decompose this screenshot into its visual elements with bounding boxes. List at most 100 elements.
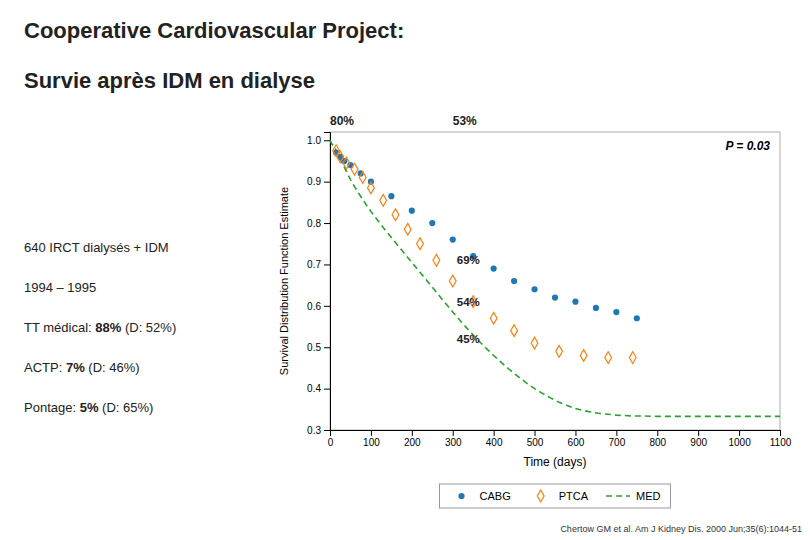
y-tick-label: 0.3 [307, 425, 321, 436]
x-tick-mark [494, 430, 495, 436]
subtitle: Survie après IDM en dialyse [24, 68, 315, 93]
point [337, 151, 344, 163]
note: P = 0.03 [725, 139, 770, 153]
y-tick-label: 0.6 [307, 301, 321, 312]
x-tick-mark [535, 430, 536, 436]
x-tick: 500 [527, 430, 544, 448]
x-tick-label: 200 [404, 437, 421, 448]
x-tick-mark [371, 430, 372, 436]
point [429, 220, 435, 226]
x-tick: 0 [328, 430, 334, 448]
info-line: ACTP: 7% (D: 46%) [24, 360, 140, 375]
x-tick-label: 400 [486, 437, 503, 448]
series-line [330, 140, 780, 416]
legend-swatch [458, 493, 464, 499]
info-text: 5% [80, 400, 99, 415]
legend-item: PTCA [537, 490, 588, 502]
point [392, 209, 399, 221]
y-tick-mark [324, 430, 330, 431]
x-tick-mark [575, 430, 576, 436]
legend-label: CABG [480, 490, 511, 502]
annotation: 45% [457, 333, 480, 345]
point [556, 345, 563, 357]
point [359, 172, 366, 184]
legend: CABG PTCA MED [440, 484, 671, 508]
x-tick-label: 500 [527, 437, 544, 448]
x-tick: 900 [690, 430, 707, 448]
point [380, 194, 387, 206]
info-line: Pontage: 5% (D: 65%) [24, 400, 153, 415]
y-tick: 0.3 [307, 425, 330, 436]
legend-item: MED [606, 490, 661, 502]
y-tick-label: 0.7 [307, 259, 321, 270]
point [629, 352, 636, 364]
info-text: ACTP: [24, 360, 66, 375]
x-tick-mark [412, 430, 413, 436]
y-tick-mark [324, 389, 330, 390]
legend-swatch [606, 495, 630, 497]
x-tick-mark [657, 430, 658, 436]
legend-swatch [537, 490, 544, 502]
point [351, 163, 358, 175]
point [572, 299, 578, 305]
x-tick-label: 1100 [770, 437, 792, 448]
y-tick-label: 0.4 [307, 383, 321, 394]
info-text: 640 IRCT dialysés + IDM [24, 240, 169, 255]
x-tick: 100 [363, 430, 380, 448]
point [531, 286, 537, 292]
y-axis: 0.30.40.50.60.70.80.91.0 [307, 133, 330, 436]
point [552, 294, 558, 300]
x-tick-mark [739, 430, 740, 436]
point [593, 305, 599, 311]
x-tick: 600 [568, 430, 585, 448]
y-tick-label: 0.5 [307, 342, 321, 353]
x-axis-title: Time (days) [524, 455, 587, 469]
x-tick: 400 [486, 430, 503, 448]
x-tick: 700 [609, 430, 626, 448]
x-axis: 010020030040050060070080090010001100 [328, 430, 792, 448]
info-text: (D: 52%) [121, 320, 176, 335]
plot-frame [330, 132, 780, 430]
x-tick-mark [698, 430, 699, 436]
legend-box [440, 484, 671, 508]
point [531, 337, 538, 349]
x-tick-label: 900 [690, 437, 707, 448]
x-domain [331, 431, 781, 437]
point [511, 278, 517, 284]
top-annotation: 80% [330, 114, 354, 128]
info-text: 7% [66, 360, 85, 375]
annotation: 54% [457, 296, 480, 308]
point [404, 223, 411, 235]
title: Cooperative Cardiovascular Project: [24, 18, 404, 43]
info-text: TT médical: [24, 320, 95, 335]
chart: Cooperative Cardiovascular Project: Survi… [0, 0, 810, 540]
point [388, 193, 394, 199]
legend-item: CABG [458, 490, 510, 502]
marks [330, 140, 780, 416]
y-tick: 0.6 [307, 301, 330, 312]
point [449, 275, 456, 287]
y-tick-mark [324, 347, 330, 348]
point [368, 182, 375, 194]
y-tick-mark [324, 140, 330, 141]
point [613, 309, 619, 315]
y-tick: 0.7 [307, 259, 330, 270]
y-domain [324, 133, 331, 431]
point [580, 350, 587, 362]
legend-label: PTCA [559, 490, 589, 502]
x-tick-label: 600 [568, 437, 585, 448]
info-line: 640 IRCT dialysés + IDM [24, 240, 169, 255]
y-tick: 0.5 [307, 342, 330, 353]
y-tick: 1.0 [307, 135, 330, 146]
y-tick-label: 1.0 [307, 135, 321, 146]
info-text: 1994 – 1995 [24, 280, 96, 295]
x-tick-label: 0 [328, 437, 334, 448]
top-annotation: 53% [453, 114, 477, 128]
y-tick: 0.9 [307, 176, 330, 187]
y-tick-mark [324, 223, 330, 224]
point [490, 312, 497, 324]
info-line: TT médical: 88% (D: 52%) [24, 320, 176, 335]
x-tick-mark [616, 430, 617, 436]
y-tick-label: 0.9 [307, 176, 321, 187]
x-tick-label: 1000 [728, 437, 751, 448]
